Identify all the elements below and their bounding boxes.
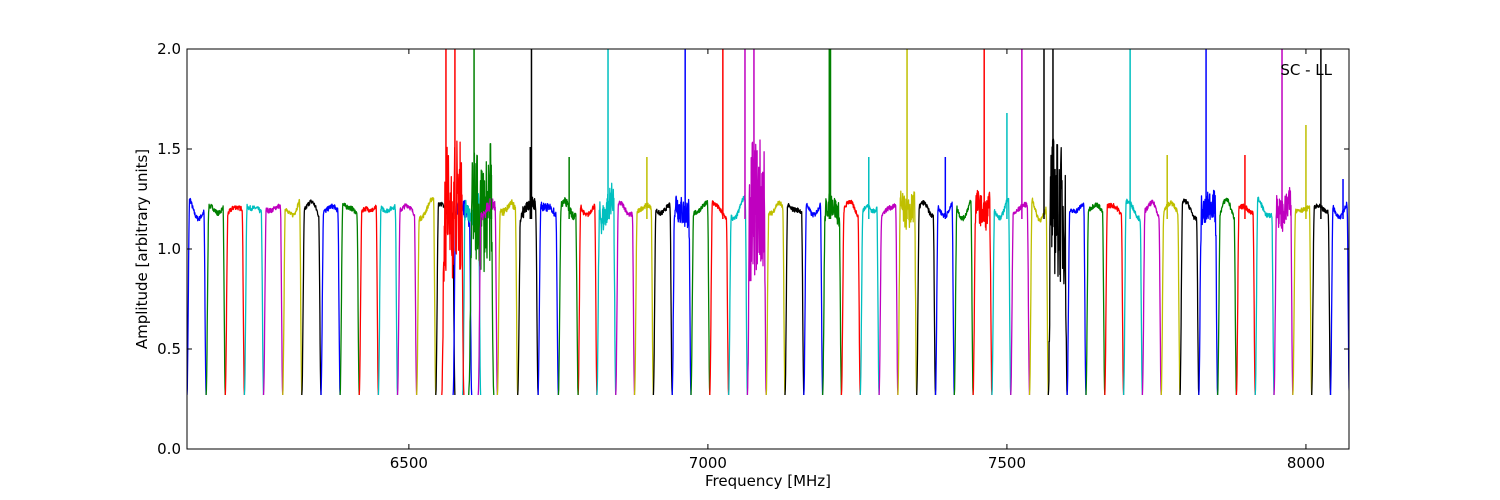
x-tick-label: 7000 [689, 454, 727, 472]
channel-line-segment [282, 198, 303, 396]
channel-line-segment [1122, 198, 1144, 396]
channel-line-segment [652, 202, 673, 396]
channel-line-segment [468, 143, 495, 396]
channel-line-segment [243, 203, 265, 396]
channel-line-segment [1047, 138, 1068, 396]
y-tick-label: 2.0 [157, 40, 181, 58]
channel-line-segment [784, 202, 805, 396]
channel-line-segment [1235, 203, 1256, 396]
y-tick-label: 1.5 [157, 140, 181, 158]
x-tick-label: 7500 [988, 454, 1026, 472]
channel-line-segment [358, 204, 380, 396]
channel-line-segment [878, 203, 899, 396]
y-tick-label: 1.0 [157, 240, 181, 258]
axis-ticks: 6500 7000 7500 8000 0.0 0.5 1.0 1.5 2.0 [157, 40, 1349, 472]
channel-line-segment [690, 200, 711, 396]
channel-line-segment [262, 203, 284, 396]
channel-line-segment [1104, 202, 1125, 396]
series-layer [187, 49, 1349, 396]
channel-line-segment [415, 196, 437, 396]
channel-line-segment [709, 200, 730, 396]
channel-line-segment [859, 204, 880, 396]
channel-line-segment [537, 201, 560, 396]
channel-line-segment [615, 200, 636, 396]
x-axis-label: Frequency [MHz] [705, 472, 831, 490]
channel-line-segment [1179, 198, 1200, 396]
channel-line-segment [746, 139, 767, 396]
y-axis-label: Amplitude [arbitrary units] [133, 149, 151, 349]
channel-line-segment [301, 199, 322, 396]
annotation-label: SC - LL [1280, 61, 1332, 79]
channel-line-segment [377, 203, 399, 396]
channel-line-segment [821, 192, 843, 396]
channel-line-segment [803, 202, 824, 396]
channel-line-segment [1216, 197, 1238, 396]
channel-line-segment [633, 202, 655, 396]
x-tick-label: 8000 [1287, 454, 1325, 472]
channel-line-segment [840, 199, 861, 396]
channel-line-segment [953, 199, 974, 396]
channel-line-segment [187, 197, 207, 396]
channel-line-segment [441, 140, 465, 396]
channel-line-segment [1141, 199, 1162, 396]
y-tick-label: 0.5 [157, 340, 181, 358]
y-tick-label: 0.0 [157, 440, 181, 458]
channel-line-segment [205, 203, 226, 396]
channel-line-segment [396, 203, 418, 396]
channel-line-segment [1292, 205, 1313, 396]
channel-line-segment [1329, 201, 1349, 396]
channel-line-segment [320, 203, 341, 396]
channel-line-segment [339, 202, 360, 396]
channel-line-segment [1160, 200, 1181, 396]
channel-line-segment [1198, 189, 1219, 396]
channel-line-segment [765, 200, 786, 396]
channel-line-segment [1085, 202, 1106, 396]
channel-line-segment [1254, 196, 1275, 396]
channel-line-segment [916, 200, 937, 396]
channel-line-segment [596, 182, 617, 396]
channel-line-segment [496, 199, 519, 396]
channel-line-segment [557, 197, 579, 396]
channel-line-segment [972, 189, 993, 396]
channel-line-segment [1010, 201, 1031, 396]
channel-line-segment [577, 203, 598, 396]
channel-line-segment [477, 198, 499, 396]
channel-line-segment [671, 195, 692, 396]
channel-line-segment [1066, 202, 1087, 396]
channel-line-segment [1028, 197, 1049, 396]
x-tick-label: 6500 [390, 454, 428, 472]
channel-line-segment [224, 205, 246, 396]
channel-line-segment [517, 196, 539, 396]
channel-line-segment [1273, 186, 1294, 396]
